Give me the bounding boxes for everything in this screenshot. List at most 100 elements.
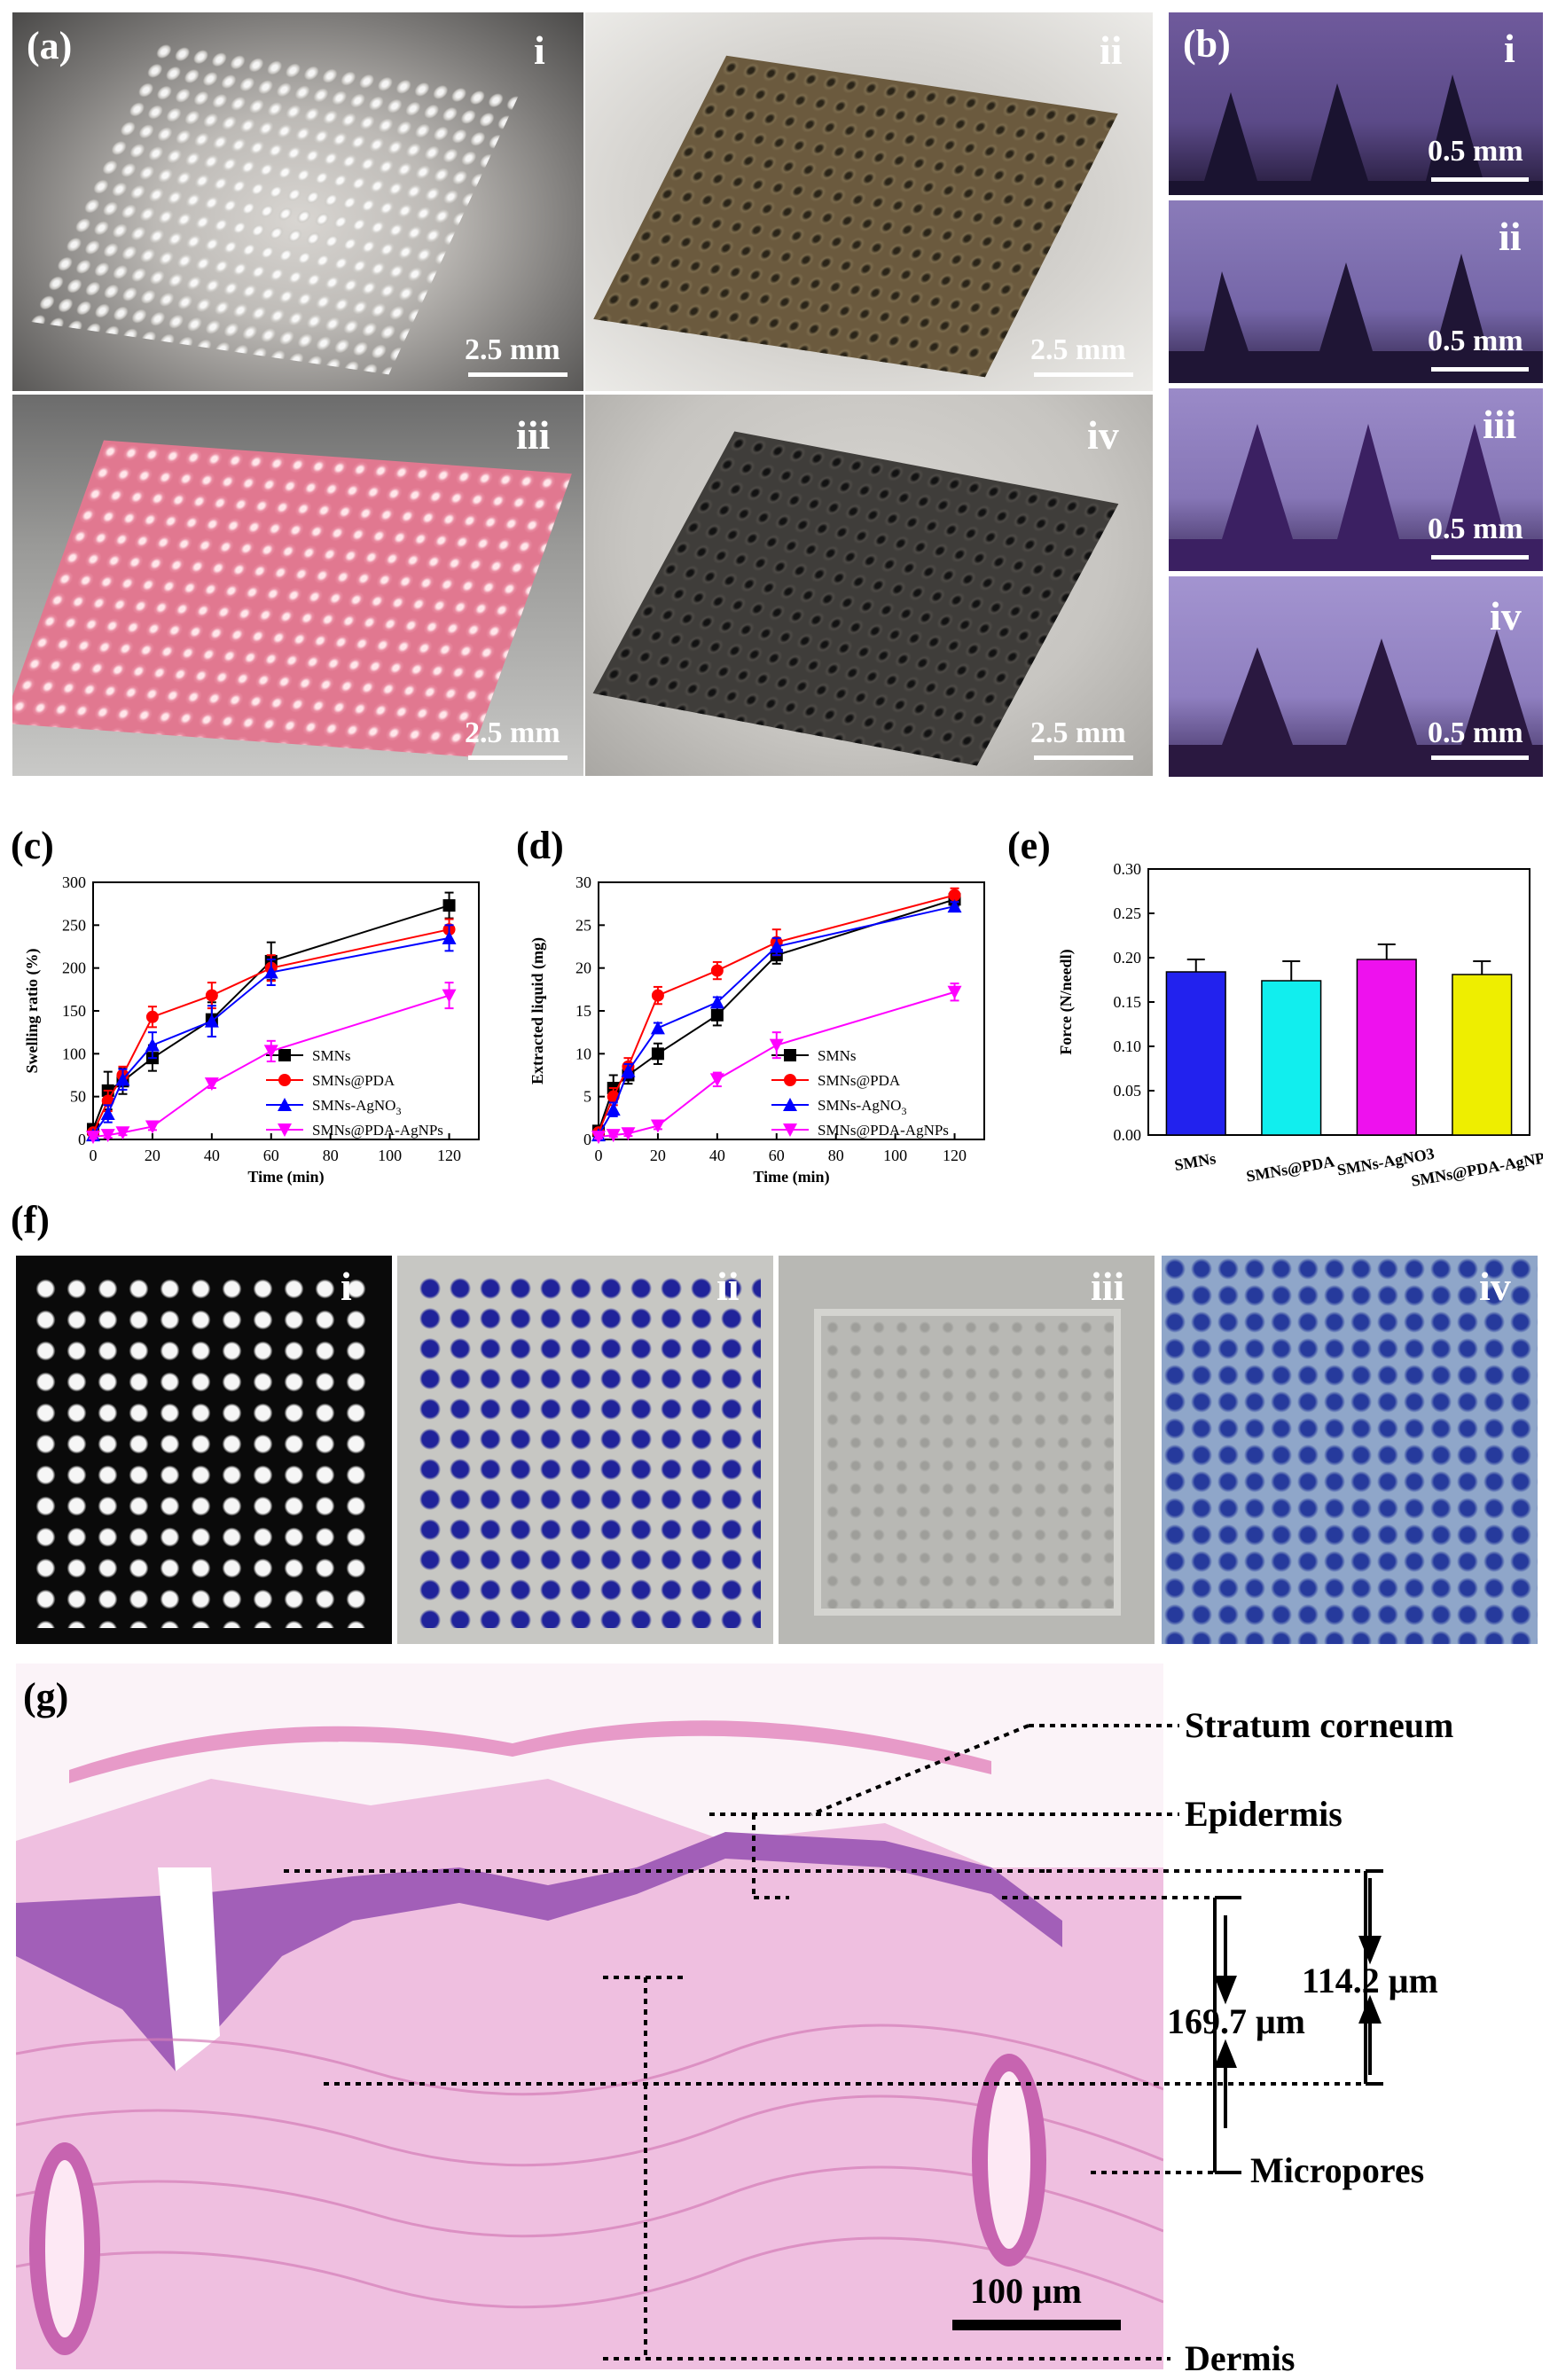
c-ytick-label: 200: [62, 959, 86, 977]
d-data-point: [710, 964, 724, 977]
c-ytick-label: 150: [62, 1002, 86, 1020]
d-data-point: [650, 1021, 665, 1035]
c-xlabel: Time (min): [247, 1168, 324, 1186]
photo-f-ii: [397, 1256, 773, 1644]
d-legend-marker: [783, 1098, 797, 1111]
d-data-point: [621, 1127, 636, 1141]
c-legend-marker: [278, 1074, 291, 1086]
c-ytick-label: 0: [78, 1131, 86, 1148]
d-data-point: [606, 1129, 621, 1143]
c-xtick-label: 0: [90, 1147, 98, 1164]
c-ytick-label: 100: [62, 1045, 86, 1062]
c-data-point: [100, 1107, 115, 1120]
panel-a-label: (a): [27, 24, 73, 67]
photo-a-i-label: i: [534, 27, 545, 73]
panel-e-label: (e): [1007, 824, 1051, 867]
e-ytick-label: 0.00: [1114, 1126, 1142, 1144]
e-ytick-label: 0.15: [1114, 993, 1142, 1011]
c-legend-label: SMNs-AgNO3: [312, 1097, 401, 1117]
photo-b-i-needles: [1169, 74, 1543, 195]
c-data-point: [145, 1037, 160, 1052]
label-stratum-corneum: Stratum corneum: [1185, 1705, 1454, 1745]
photo-a-i-scale-text: 2.5 mm: [465, 333, 560, 366]
c-data-point: [442, 989, 457, 1003]
d-xtick-label: 40: [709, 1147, 725, 1164]
c-legend-label: SMNs: [312, 1047, 350, 1064]
d-ylabel: Extracted liquid (mg): [528, 937, 547, 1084]
photo-a-i-scale-bar: [468, 372, 568, 377]
c-xtick-label: 100: [378, 1147, 402, 1164]
photo-f-ii-label: ii: [716, 1264, 740, 1309]
photo-a-iii-label: iii: [516, 412, 551, 458]
e-ytick-label: 0.20: [1114, 949, 1142, 967]
photo-f-i-label: i: [341, 1264, 352, 1309]
d-legend-label: SMNs@PDA-AgNPs: [818, 1122, 949, 1139]
panel-d-label: (d): [516, 824, 564, 867]
c-legend-label: SMNs@PDA-AgNPs: [312, 1122, 443, 1139]
photo-b-ii-scale-bar: [1431, 367, 1529, 372]
d-data-point: [709, 1073, 724, 1087]
photo-a-i: [12, 12, 583, 391]
photo-a-iv-scale-text: 2.5 mm: [1030, 716, 1126, 749]
d-data-point: [621, 1063, 636, 1077]
photo-a-iv-label: iv: [1087, 412, 1119, 458]
c-legend-marker: [278, 1098, 292, 1111]
d-ytick-label: 5: [583, 1088, 591, 1106]
d-data-point: [709, 995, 724, 1009]
d-xtick-label: 120: [943, 1147, 967, 1164]
photo-b-ii-label: ii: [1499, 214, 1522, 259]
d-legend-label: SMNs@PDA: [818, 1072, 901, 1089]
d-ytick-label: 0: [583, 1131, 591, 1148]
photo-b-i: [1169, 12, 1543, 195]
d-data-point: [651, 989, 664, 1002]
d-data-point: [591, 1131, 606, 1145]
photo-b-iv-label: iv: [1490, 593, 1522, 638]
histology-scale-bar: [952, 2320, 1121, 2330]
d-legend-marker: [784, 1049, 796, 1061]
photo-a-ii-scale-bar: [1034, 372, 1133, 377]
c-ytick-label: 300: [62, 873, 86, 891]
c-data-point: [442, 930, 457, 944]
photo-b-i-scale-bar: [1431, 177, 1529, 182]
photo-b-i-label: i: [1504, 26, 1515, 71]
e-ytick-label: 0.05: [1114, 1082, 1142, 1100]
d-xtick-label: 80: [828, 1147, 844, 1164]
chart-extracted-liquid: 0 5 10 15 20 25 30 0 20 40 60 80 100 120 Time (min) Ext…: [528, 873, 985, 1186]
d-xtick-label: 0: [595, 1147, 603, 1164]
c-data-point: [442, 899, 456, 912]
d-ytick-label: 30: [575, 873, 591, 891]
panel-c-label: (c): [11, 824, 54, 867]
photo-a-iii-scale-bar: [468, 755, 568, 760]
photo-f-iii: [779, 1256, 1155, 1644]
d-legend-label: SMNs-AgNO3: [818, 1097, 906, 1117]
d-data-point: [710, 1008, 724, 1022]
photo-f-iv: [1162, 1256, 1538, 1644]
photo-b-ii-needles: [1169, 254, 1543, 383]
c-xtick-label: 120: [437, 1147, 461, 1164]
d-ytick-label: 10: [575, 1045, 591, 1062]
photo-f-iii-label: iii: [1091, 1264, 1125, 1309]
c-xtick-label: 20: [145, 1147, 160, 1164]
d-xtick-label: 20: [650, 1147, 666, 1164]
photo-b-iii-scale-bar: [1431, 555, 1529, 560]
c-legend-marker: [278, 1123, 292, 1137]
photo-f-iv-label: iv: [1479, 1264, 1511, 1309]
c-data-point: [101, 1094, 114, 1108]
photo-a-ii: [585, 12, 1153, 391]
c-legend-label: SMNs@PDA: [312, 1072, 395, 1089]
photo-b-iii-needles: [1169, 424, 1543, 571]
c-data-point: [115, 1072, 130, 1086]
d-xtick-label: 100: [883, 1147, 907, 1164]
label-depth-169: 169.7 μm: [1167, 2001, 1305, 2041]
c-ylabel: Swelling ratio (%): [23, 949, 42, 1074]
photo-a-iv-scale-bar: [1034, 755, 1133, 760]
photo-b-iv-needles: [1169, 630, 1543, 777]
d-data-point: [947, 985, 962, 999]
d-data-point: [948, 889, 961, 902]
photo-a-iii-scale-text: 2.5 mm: [465, 716, 560, 749]
photo-b-iv-scale-text: 0.5 mm: [1428, 716, 1523, 749]
c-xtick-label: 60: [263, 1147, 279, 1164]
e-ytick-label: 0.25: [1114, 904, 1142, 922]
d-ytick-label: 15: [575, 1002, 591, 1020]
c-data-point: [145, 1120, 160, 1134]
